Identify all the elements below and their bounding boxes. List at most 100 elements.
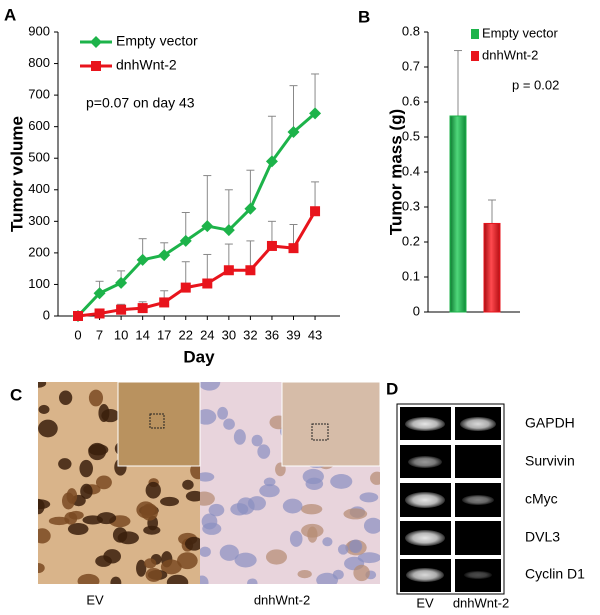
x-tick-label: 30 [222, 327, 236, 342]
nucleus [61, 492, 75, 510]
y-tick-label: 0.4 [402, 163, 420, 178]
nucleus [297, 569, 312, 579]
nucleus [343, 508, 368, 520]
marker [93, 287, 106, 300]
legend-swatch [471, 51, 479, 61]
nucleus [38, 382, 47, 388]
y-tick-label: 0.7 [402, 58, 420, 73]
marker [116, 304, 127, 315]
gene-label: cMyc [525, 491, 558, 507]
marker [265, 155, 278, 168]
nucleus [247, 496, 266, 511]
inset [117, 381, 381, 467]
nucleus [200, 491, 215, 506]
nucleus [219, 544, 239, 561]
marker [73, 311, 83, 321]
x-tick-label: 10 [114, 327, 128, 342]
nucleus [144, 558, 157, 569]
marker [179, 234, 192, 247]
series-line [77, 210, 317, 318]
nucleus [95, 475, 112, 490]
nucleus [230, 503, 249, 516]
marker [180, 282, 191, 293]
y-tick-label: 500 [28, 150, 50, 165]
marker [245, 265, 256, 276]
y-tick-label: 300 [28, 213, 50, 228]
x-axis-title: Day [183, 347, 215, 366]
y-tick-label: 200 [28, 244, 50, 259]
nucleus [307, 526, 318, 543]
legend-swatch [471, 29, 479, 39]
nucleus [145, 481, 161, 499]
nucleus [136, 501, 156, 519]
marker [244, 202, 257, 215]
nucleus [145, 567, 163, 582]
nucleus [95, 555, 112, 567]
gene-label: Survivin [525, 453, 575, 469]
nucleus [265, 549, 288, 565]
marker [201, 220, 214, 233]
nucleus [332, 569, 344, 580]
nucleus [337, 544, 349, 555]
nucleus [263, 477, 276, 487]
marker [310, 206, 321, 217]
nucleus [200, 546, 211, 558]
nucleus [182, 479, 194, 490]
marker [158, 249, 171, 262]
bar [483, 222, 501, 313]
y-tick-label: 0.3 [402, 198, 420, 213]
marker [94, 308, 105, 319]
x-tick-label: 22 [179, 327, 193, 342]
y-tick-label: 700 [28, 87, 50, 102]
legend-marker [90, 36, 102, 48]
image-label: dnhWnt-2 [254, 592, 310, 607]
marker [222, 224, 235, 237]
nucleus [82, 515, 104, 525]
panel-label: C [10, 385, 22, 404]
gene-label: DVL3 [525, 529, 560, 545]
nucleus [257, 444, 271, 459]
legend-label: Empty vector [116, 33, 198, 49]
y-tick-label: 0.1 [402, 268, 420, 283]
nucleus [38, 404, 50, 415]
nucleus [305, 477, 324, 490]
annotation: p = 0.02 [512, 77, 559, 92]
lane-label: dnhWnt-2 [453, 595, 509, 610]
nucleus [200, 382, 221, 391]
nucleus [160, 496, 180, 507]
nucleus [58, 390, 73, 406]
nucleus [58, 458, 72, 470]
nucleus [202, 522, 222, 535]
nucleus [136, 559, 147, 577]
nucleus [223, 418, 235, 430]
x-tick-label: 14 [135, 327, 149, 342]
marker [288, 243, 299, 254]
nucleus [38, 528, 51, 544]
panel-label: A [4, 5, 16, 24]
legend-label: dnhWnt-2 [482, 47, 538, 62]
y-tick-label: 600 [28, 118, 50, 133]
x-tick-label: 36 [265, 327, 279, 342]
y-tick-label: 0.5 [402, 128, 420, 143]
marker [266, 240, 277, 251]
y-tick-label: 900 [28, 23, 50, 38]
nucleus [38, 562, 45, 574]
lane-label: EV [416, 595, 434, 610]
nucleus [233, 429, 246, 445]
histology-image-dnhwnt2 [200, 382, 380, 584]
annotation: p=0.07 on day 43 [86, 95, 195, 111]
marker [223, 265, 234, 276]
y-tick-label: 0 [43, 307, 50, 322]
marker [287, 126, 300, 139]
x-tick-label: 17 [157, 327, 171, 342]
nucleus [349, 539, 363, 554]
nucleus [176, 552, 198, 570]
nucleus [79, 459, 93, 478]
nucleus [67, 522, 89, 535]
nucleus [38, 419, 58, 438]
x-tick-label: 0 [74, 327, 81, 342]
nucleus [363, 517, 380, 534]
y-tick-label: 0.6 [402, 93, 420, 108]
nucleus [38, 499, 51, 510]
nucleus [370, 471, 380, 485]
